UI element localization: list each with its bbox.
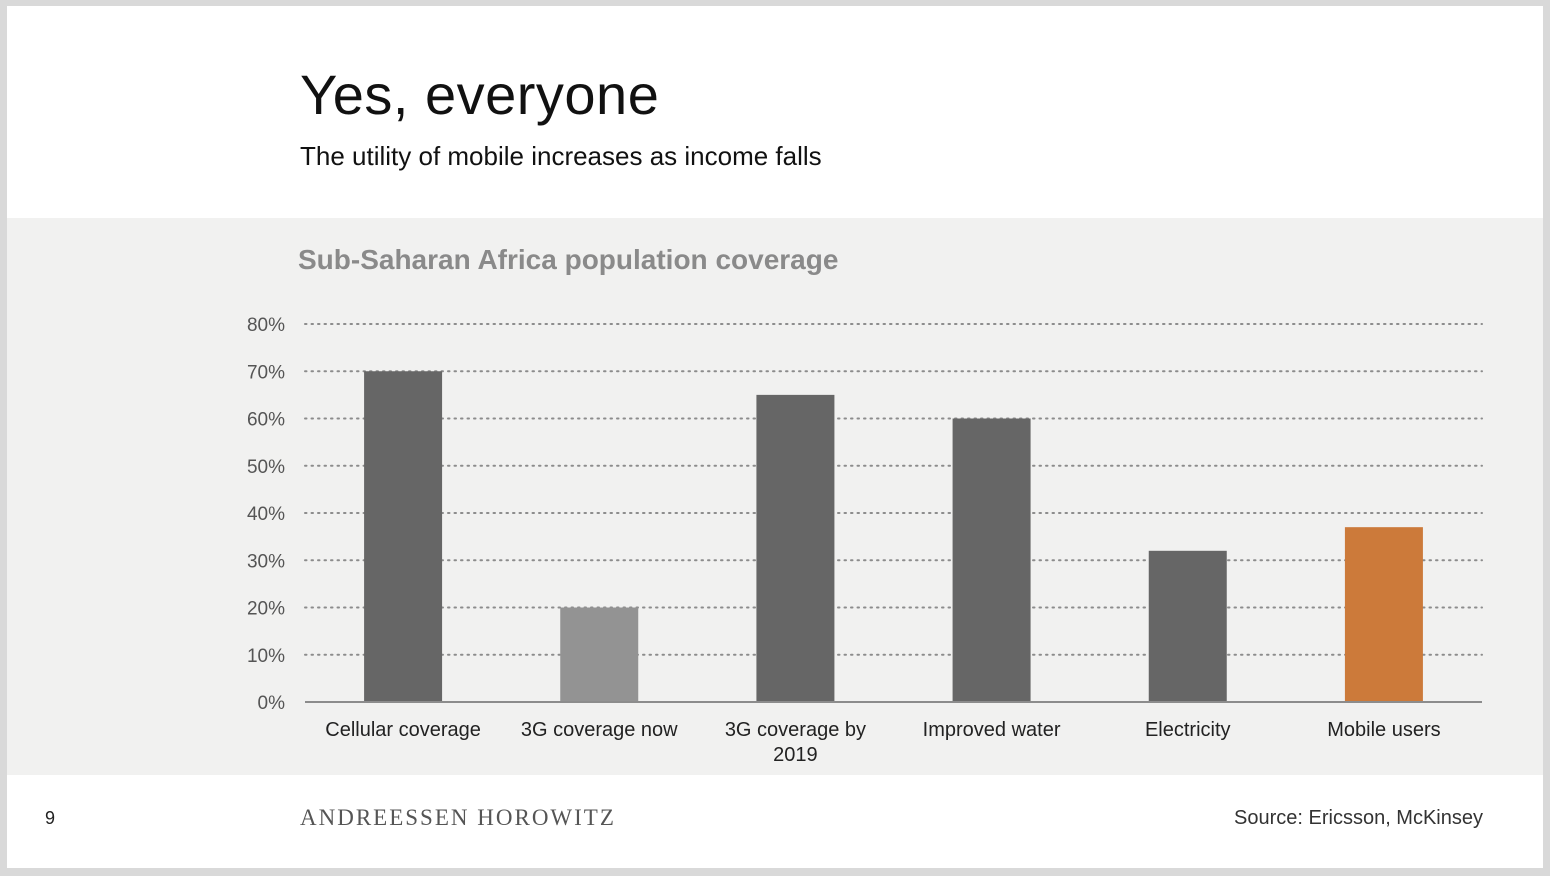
source-note: Source: Ericsson, McKinsey [1234,807,1483,829]
x-tick-label: Improved water [923,719,1061,741]
x-tick-label: 3G coverage by 2019 [725,719,866,766]
bar [756,394,835,702]
brand-logo-text: ANDREESSEN HOROWITZ [300,805,616,830]
bar [1344,527,1423,702]
x-tick-label: Electricity [1145,719,1231,741]
slide-title: Yes, everyone [300,63,660,126]
y-tick-label: 50% [247,457,285,478]
slide: Yes, everyone The utility of mobile incr… [7,6,1543,868]
y-tick-label: 80% [247,315,285,336]
bar [1148,550,1227,702]
y-tick-label: 30% [247,551,285,572]
x-tick-label: Cellular coverage [325,719,481,741]
page-number: 9 [45,808,56,828]
y-tick-label: 20% [247,599,285,620]
chart-panel: Sub-Saharan Africa population coverage 0… [7,218,1543,775]
bar-chart: Sub-Saharan Africa population coverage 0… [247,244,1483,766]
bar [364,371,443,702]
y-tick-label: 40% [247,504,285,525]
x-tick-label: 3G coverage now [521,719,678,741]
slide-subtitle: The utility of mobile increases as incom… [300,141,822,171]
x-tick-label: Mobile users [1327,719,1440,741]
y-tick-label: 60% [247,410,285,431]
chart-title: Sub-Saharan Africa population coverage [298,244,838,275]
bar [952,418,1031,702]
y-tick-label: 0% [258,693,286,714]
y-tick-label: 10% [247,646,285,667]
y-tick-label: 70% [247,362,285,383]
bar [560,607,639,702]
